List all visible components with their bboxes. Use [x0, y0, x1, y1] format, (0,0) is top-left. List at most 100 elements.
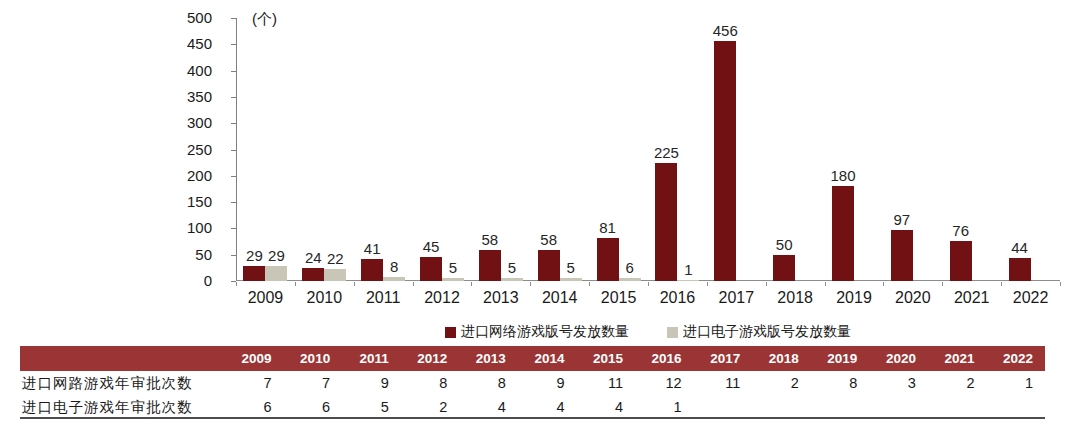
y-axis-tick [231, 71, 236, 72]
table-row: 进口电子游戏年审批次数66524441 [20, 395, 1045, 419]
x-axis-label: 2009 [233, 289, 297, 307]
x-axis-label: 2014 [528, 289, 592, 307]
bar-network-games [950, 241, 972, 281]
legend-item: 进口电子游戏版号发放数量 [667, 323, 851, 341]
table-cell [928, 395, 987, 417]
x-axis-tick [295, 282, 296, 286]
table-cell: 4 [576, 395, 635, 417]
bar-value-label: 180 [821, 167, 865, 184]
y-axis-label: 250 [150, 141, 212, 158]
x-axis-label: 2019 [822, 289, 886, 307]
x-axis-tick [471, 282, 472, 286]
table-header-cell: 2014 [518, 346, 577, 371]
bar-network-games [773, 255, 795, 281]
y-axis-label: 50 [150, 246, 212, 263]
bar-electronic-games [677, 280, 699, 281]
table-header-cell: 2020 [869, 346, 928, 371]
x-axis-tick [589, 282, 590, 286]
bar-value-label: 5 [431, 259, 475, 276]
x-axis-tick [1001, 282, 1002, 286]
table-cell: 2 [401, 395, 460, 417]
bar-value-label: 50 [762, 236, 806, 253]
x-axis-tick [825, 282, 826, 286]
bar-value-label: 81 [586, 219, 630, 236]
table-header-cell: 2016 [635, 346, 694, 371]
table-cell: 4 [459, 395, 518, 417]
row-label: 进口电子游戏年审批次数 [20, 395, 225, 417]
y-axis-tick [231, 18, 236, 19]
x-axis-tick [707, 282, 708, 286]
y-axis-label: 300 [150, 114, 212, 131]
row-label: 进口网路游戏年审批次数 [20, 371, 225, 395]
table-header-cell: 2011 [342, 346, 401, 371]
table-row: 进口网路游戏年审批次数77988911121128321 [20, 371, 1045, 395]
bar-value-label: 8 [372, 258, 416, 275]
table-header-row: 2009201020112012201320142015201620172018… [20, 346, 1045, 371]
y-axis-unit-label: (个) [252, 10, 277, 29]
y-axis-label: 350 [150, 88, 212, 105]
x-axis-tick [766, 282, 767, 286]
bar-chart: (个) 050100150200250300350400450500 29292… [0, 0, 1080, 345]
y-axis-label: 450 [150, 35, 212, 52]
x-axis-label: 2022 [999, 289, 1063, 307]
table-cell: 2 [928, 371, 987, 395]
y-axis-label: 150 [150, 193, 212, 210]
bar-value-label: 44 [998, 239, 1042, 256]
x-axis-label: 2011 [351, 289, 415, 307]
table-header-cell: 2009 [225, 346, 284, 371]
y-axis-tick [231, 176, 236, 177]
table-cell: 9 [342, 371, 401, 395]
x-axis-label: 2013 [469, 289, 533, 307]
x-axis-tick [413, 282, 414, 286]
table-cell [694, 395, 753, 417]
bar-value-label: 58 [527, 231, 571, 248]
bar-value-label: 97 [880, 211, 924, 228]
table-header-cell: 2012 [401, 346, 460, 371]
table-cell: 6 [225, 395, 284, 417]
x-axis-label: 2017 [704, 289, 768, 307]
x-axis-tick [354, 282, 355, 286]
x-axis-tick [236, 282, 237, 286]
x-axis-label: 2018 [763, 289, 827, 307]
table-header-cell: 2017 [694, 346, 753, 371]
y-axis-tick [231, 97, 236, 98]
legend-swatch-icon [445, 327, 456, 338]
y-axis-label: 400 [150, 62, 212, 79]
bar-value-label: 456 [703, 22, 747, 39]
y-axis-tick [231, 150, 236, 151]
table-cell: 3 [869, 371, 928, 395]
table-cell: 9 [518, 371, 577, 395]
x-axis-label: 2021 [940, 289, 1004, 307]
bar-electronic-games [265, 266, 287, 281]
table-cell: 11 [694, 371, 753, 395]
bar-value-label: 1 [666, 261, 710, 278]
table-cell: 12 [635, 371, 694, 395]
table-header-cell: 2021 [928, 346, 987, 371]
approval-table: 2009201020112012201320142015201620172018… [20, 346, 1045, 419]
y-axis-label: 0 [150, 272, 212, 289]
legend-swatch-icon [667, 327, 678, 338]
x-axis-tick [648, 282, 649, 286]
figure: (个) 050100150200250300350400450500 29292… [0, 0, 1080, 433]
bar-value-label: 5 [549, 259, 593, 276]
bar-value-label: 6 [608, 259, 652, 276]
x-axis-label: 2012 [410, 289, 474, 307]
bar-network-games [1009, 258, 1031, 281]
table-cell: 6 [284, 395, 343, 417]
bar-electronic-games [501, 278, 523, 281]
table-cell: 4 [518, 395, 577, 417]
y-axis-label: 500 [150, 9, 212, 26]
y-axis-tick [231, 44, 236, 45]
legend: 进口网络游戏版号发放数量 进口电子游戏版号发放数量 [236, 323, 1060, 341]
bar-value-label: 58 [468, 231, 512, 248]
table-cell: 2 [752, 371, 811, 395]
bar-network-games [302, 268, 324, 281]
legend-label: 进口网络游戏版号发放数量 [461, 323, 629, 341]
table-cell: 8 [459, 371, 518, 395]
bar-electronic-games [619, 278, 641, 281]
bar-network-games [891, 230, 913, 281]
table-header-label-cell [20, 346, 225, 371]
x-axis-tick [1060, 282, 1061, 286]
y-axis-tick [231, 202, 236, 203]
table-cell: 1 [987, 371, 1046, 395]
